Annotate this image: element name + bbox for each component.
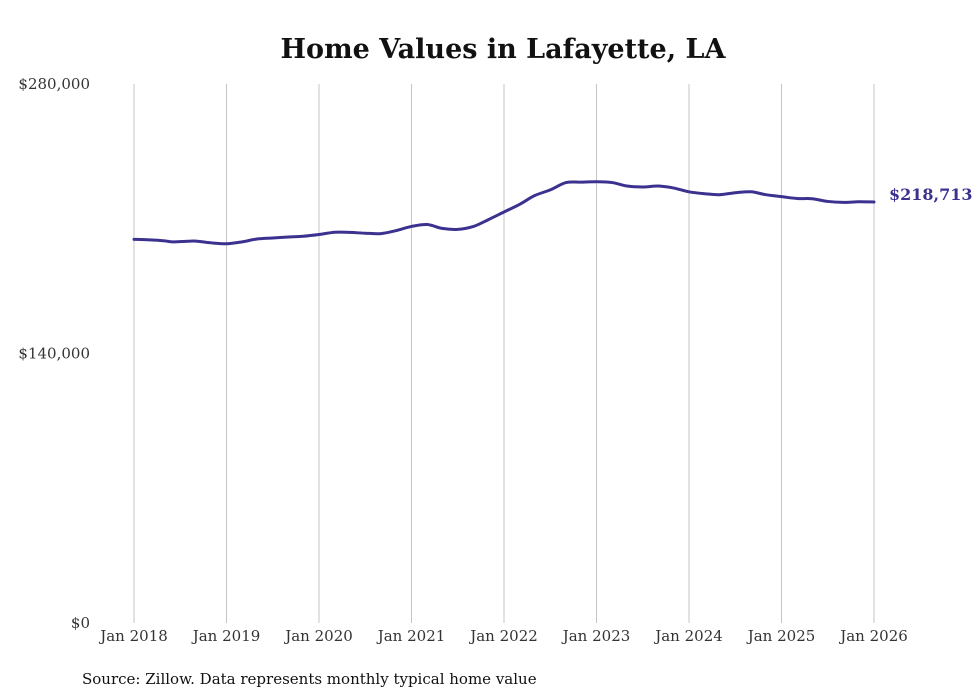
y-axis: $0 $140,000 $280,000 [18,75,90,632]
x-tick-label: Jan 2023 [561,627,631,645]
y-tick-label: $140,000 [18,345,90,363]
x-axis: Jan 2018 Jan 2019 Jan 2020 Jan 2021 Jan 2022… [98,627,908,645]
x-tick-label: Jan 2025 [746,627,816,645]
y-tick-label: $280,000 [18,75,90,93]
x-tick-label: Jan 2018 [98,627,168,645]
x-tick-label: Jan 2021 [376,627,446,645]
series-line [132,180,876,246]
y-tick-label: $0 [71,614,90,632]
x-tick-label: Jan 2024 [653,627,723,645]
x-tick-label: Jan 2019 [191,627,261,645]
gridlines [133,84,875,623]
x-tick-label: Jan 2026 [838,627,908,645]
x-tick-label: Jan 2020 [283,627,353,645]
end-value-label: $218,713 [889,185,973,204]
source-note: Source: Zillow. Data represents monthly … [82,670,537,688]
chart-title: Home Values in Lafayette, LA [281,34,727,65]
series-group [132,180,876,246]
x-tick-label: Jan 2022 [468,627,538,645]
